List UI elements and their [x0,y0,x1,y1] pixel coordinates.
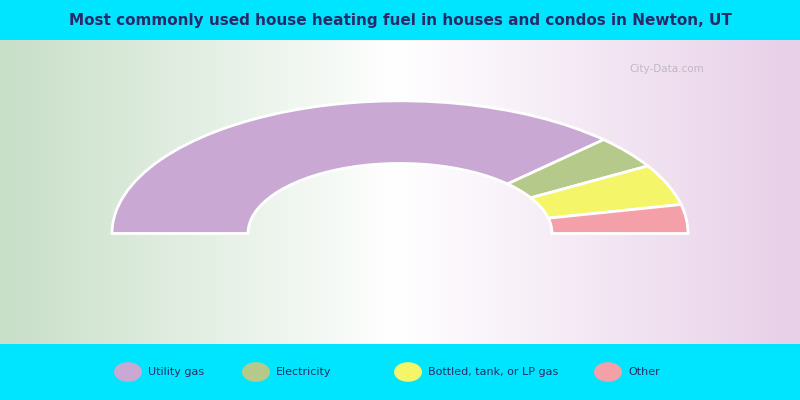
Wedge shape [548,204,688,234]
Wedge shape [112,101,604,234]
Text: Electricity: Electricity [276,367,331,377]
Text: City-Data.com: City-Data.com [630,64,704,74]
Text: Most commonly used house heating fuel in houses and condos in Newton, UT: Most commonly used house heating fuel in… [69,12,731,28]
Text: Bottled, tank, or LP gas: Bottled, tank, or LP gas [428,367,558,377]
Text: Other: Other [628,367,660,377]
Wedge shape [507,140,648,198]
Text: Utility gas: Utility gas [148,367,204,377]
Ellipse shape [242,362,270,382]
Ellipse shape [594,362,622,382]
Wedge shape [531,166,681,218]
Ellipse shape [394,362,422,382]
Ellipse shape [114,362,142,382]
